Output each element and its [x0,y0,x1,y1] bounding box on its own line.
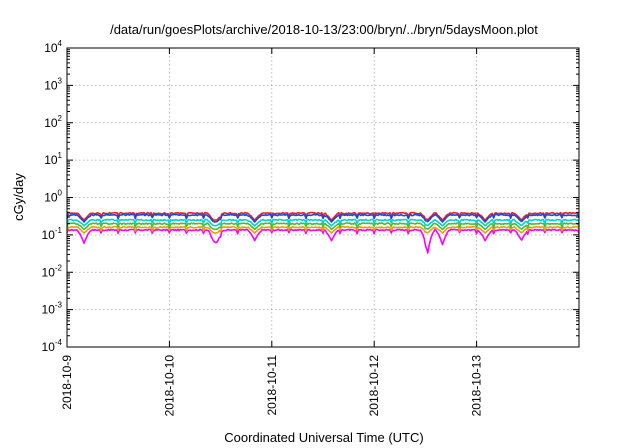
chart-title: /data/run/goesPlots/archive/2018-10-13/2… [110,22,538,37]
y-tick-label: 101 [44,151,62,167]
x-tick-label: 2018-10-13 [470,355,484,417]
y-tick-label: 10-2 [42,263,63,279]
series-line [66,225,580,234]
y-tick-label: 103 [44,76,62,92]
series-layer [66,211,580,254]
x-axis-label: Coordinated Universal Time (UTC) [224,430,423,445]
y-tick-labels: 10-4 10-3 10-2 10-1 100 101 102 103 104 [42,39,63,354]
y-tick-label: 10-4 [42,338,63,354]
grid [67,48,579,347]
x-tick-label: 2018-10-11 [265,355,279,416]
x-tick-label: 2018-10-10 [162,355,176,417]
x-tick-labels: 2018-10-9 2018-10-10 2018-10-11 2018-10-12 2… [60,355,484,417]
ticks [66,47,579,348]
series-line [66,228,580,254]
y-tick-label: 10-3 [42,301,63,317]
x-tick-label: 2018-10-9 [60,355,74,410]
y-axis-label: cGy/day [11,173,26,221]
series-line [66,222,580,231]
x-tick-label: 2018-10-12 [367,355,381,417]
y-tick-label: 100 [44,189,62,205]
y-tick-label: 10-1 [42,226,63,242]
series-line [66,218,580,227]
series-line [66,213,580,223]
y-tick-label: 102 [44,114,62,130]
y-tick-label: 104 [44,39,62,55]
